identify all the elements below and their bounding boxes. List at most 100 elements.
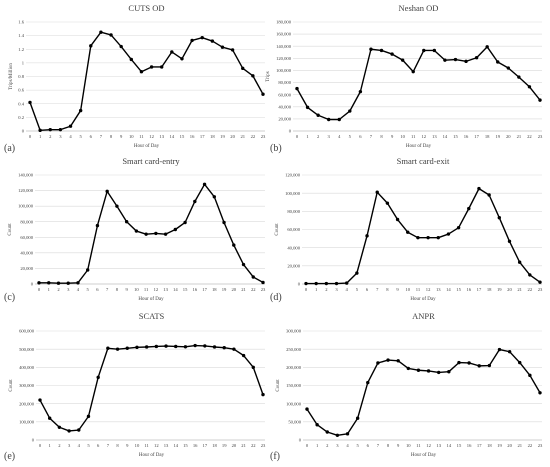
x-tick-label: 14 xyxy=(443,134,448,139)
data-point xyxy=(507,239,512,244)
x-tick-label: 4 xyxy=(77,287,80,292)
x-tick-label: 22 xyxy=(251,134,256,139)
x-tick-label: 3 xyxy=(336,443,339,448)
data-point xyxy=(411,69,415,74)
data-point xyxy=(337,117,341,122)
x-tick-label: 12 xyxy=(421,134,426,139)
x-tick-label: 16 xyxy=(467,443,472,448)
y-tick-label: 100,000 xyxy=(19,419,35,425)
y-axis-label: Trips xyxy=(266,71,271,81)
data-point xyxy=(38,128,42,133)
x-tick-label: 7 xyxy=(107,443,110,448)
data-point xyxy=(193,199,197,204)
data-point xyxy=(38,398,42,402)
data-point xyxy=(447,369,451,374)
x-tick-label: 2 xyxy=(58,443,61,448)
x-tick-label: 9 xyxy=(126,287,129,292)
data-point xyxy=(385,201,390,205)
data-point xyxy=(261,392,265,397)
y-tick-label: 500,000 xyxy=(19,347,35,353)
x-tick-label: 7 xyxy=(377,443,380,448)
data-point xyxy=(432,48,437,53)
x-tick-label: 13 xyxy=(432,134,437,139)
x-axis-label: Hour of Day xyxy=(411,453,437,458)
data-point xyxy=(203,344,207,348)
data-point xyxy=(416,235,420,240)
x-tick-label: 5 xyxy=(356,287,359,292)
x-tick-label: 3 xyxy=(67,287,70,292)
y-tick-label: 150,000 xyxy=(286,383,302,389)
y-tick-label: 300,000 xyxy=(286,329,302,335)
data-point xyxy=(222,220,226,225)
x-tick-label: 0 xyxy=(39,443,42,448)
data-point xyxy=(366,380,370,385)
data-point xyxy=(95,223,100,228)
data-point xyxy=(222,346,226,350)
y-axis-label: Trips/Million xyxy=(9,63,14,90)
data-point xyxy=(467,206,471,211)
x-tick-label: 12 xyxy=(154,287,159,292)
data-point xyxy=(56,281,61,285)
data-point xyxy=(426,235,430,240)
y-tick-label: 0.6 xyxy=(18,88,24,93)
data-point xyxy=(314,281,318,286)
series-line xyxy=(306,187,541,285)
data-point xyxy=(487,193,491,197)
x-tick-label: 16 xyxy=(464,134,469,139)
x-tick-label: 22 xyxy=(527,134,532,139)
y-tick-label: 60,000 xyxy=(20,235,33,241)
x-tick-label: 6 xyxy=(97,443,100,448)
data-point xyxy=(305,407,309,411)
data-point xyxy=(190,38,194,43)
data-point xyxy=(210,39,215,43)
data-point xyxy=(58,127,63,132)
data-point xyxy=(304,281,308,286)
x-tick-label: 1 xyxy=(49,443,52,448)
data-point xyxy=(212,345,217,349)
y-tick-label: 180,000 xyxy=(276,20,292,26)
y-tick-label: 200,000 xyxy=(19,401,35,407)
data-point xyxy=(125,346,129,350)
x-tick-label: 20 xyxy=(506,134,511,139)
x-tick-label: 16 xyxy=(466,287,471,292)
data-point xyxy=(230,48,235,52)
x-tick-label: 14 xyxy=(170,134,175,139)
x-tick-label: 11 xyxy=(144,443,149,448)
x-tick-label: 10 xyxy=(134,287,139,292)
data-point xyxy=(528,273,532,277)
y-tick-label: 1.4 xyxy=(18,33,24,38)
data-point xyxy=(453,57,458,62)
data-point xyxy=(506,66,511,70)
data-point xyxy=(443,58,447,62)
data-point xyxy=(66,281,70,285)
data-point xyxy=(173,227,178,232)
panel-label: (c) xyxy=(4,292,15,303)
y-tick-label: 80,000 xyxy=(20,219,33,225)
data-point xyxy=(129,57,134,62)
data-point xyxy=(212,195,217,199)
data-point xyxy=(47,416,52,420)
series-line xyxy=(39,344,264,432)
x-tick-label: 2 xyxy=(49,134,52,139)
y-tick-label: 0 xyxy=(298,282,301,287)
data-point xyxy=(325,430,329,434)
x-tick-label: 13 xyxy=(436,443,441,448)
data-point xyxy=(446,232,451,236)
data-point xyxy=(376,361,380,365)
data-point xyxy=(144,232,148,236)
panel-label: (b) xyxy=(270,143,282,154)
data-point xyxy=(68,124,73,128)
x-tick-label: 19 xyxy=(222,443,227,448)
data-point xyxy=(241,66,245,71)
data-point xyxy=(345,432,350,436)
data-point xyxy=(48,127,52,132)
x-tick-label: 10 xyxy=(405,287,410,292)
x-tick-label: 3 xyxy=(59,134,62,139)
x-tick-label: 14 xyxy=(173,287,178,292)
data-point xyxy=(518,360,522,365)
x-tick-label: 9 xyxy=(397,443,400,448)
x-tick-label: 11 xyxy=(139,134,144,139)
x-tick-label: 2 xyxy=(57,287,60,292)
y-axis-label: Count xyxy=(8,223,13,236)
x-tick-label: 9 xyxy=(120,134,123,139)
